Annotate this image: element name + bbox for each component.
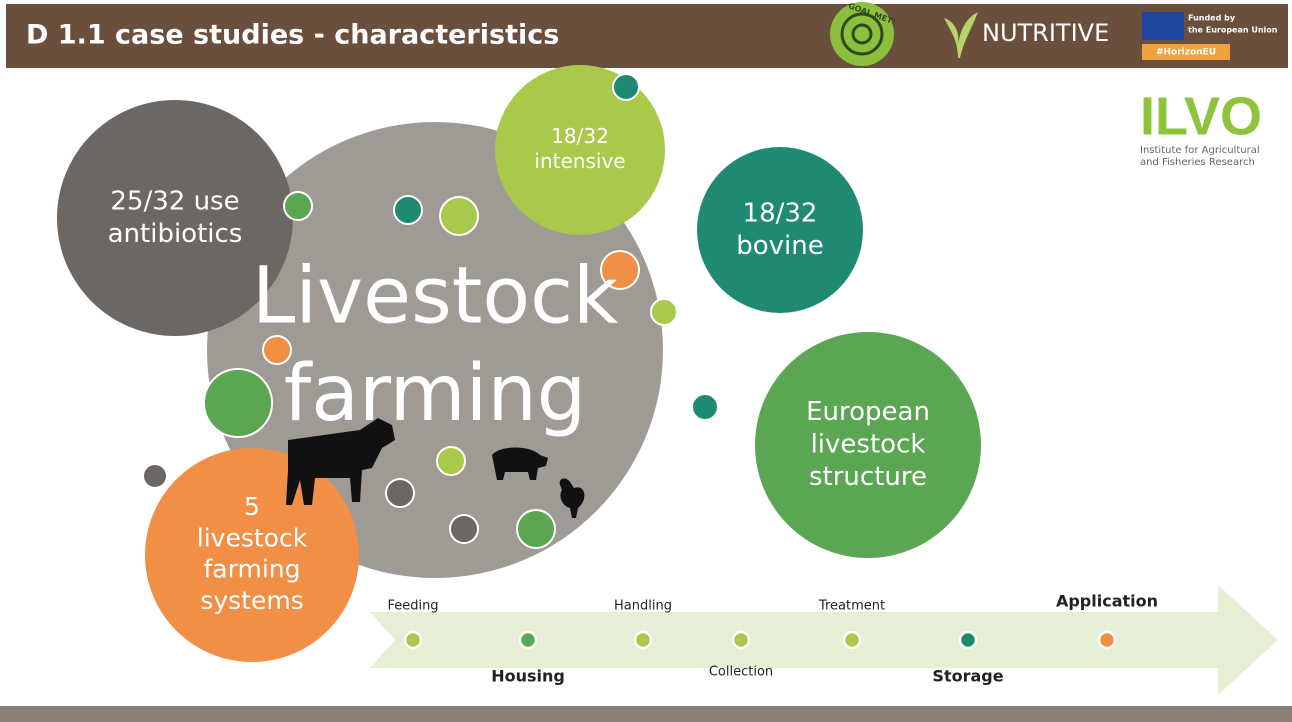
- ilvo-subtitle: and Fisheries Research: [1140, 157, 1255, 168]
- bubble-label: livestock: [197, 523, 308, 552]
- decor-dot: [692, 394, 718, 420]
- decor-dot: [517, 510, 555, 548]
- bubble-label: structure: [809, 462, 927, 492]
- stage-label: Feeding: [387, 599, 438, 614]
- bubble-label: 18/32: [743, 198, 818, 228]
- stage-dot: [844, 632, 860, 648]
- bubble-label: European: [806, 397, 930, 427]
- bubble-label: farming: [204, 555, 301, 584]
- stage-label: Handling: [614, 599, 672, 614]
- decor-dot: [204, 369, 272, 437]
- decor-dot: [284, 192, 312, 220]
- decor-dot: [394, 196, 422, 224]
- eu-text: the European Union: [1188, 26, 1278, 35]
- bubble-label: 25/32 use: [110, 186, 239, 216]
- bubble-label: intensive: [534, 149, 625, 173]
- decor-dot: [613, 74, 639, 100]
- stage-label: Storage: [932, 667, 1003, 686]
- bubble-label: Livestock: [252, 252, 618, 342]
- stage-dot: [960, 632, 976, 648]
- ilvo-logo: ILVO: [1140, 86, 1262, 146]
- decor-dot: [440, 197, 478, 235]
- slide-title: D 1.1 case studies - characteristics: [26, 20, 559, 51]
- footer-bar: [0, 706, 1292, 722]
- slide: D 1.1 case studies - characteristics GOA…: [0, 0, 1292, 722]
- stage-label: Housing: [491, 667, 565, 686]
- decor-dot: [386, 479, 414, 507]
- bubble-label: systems: [200, 586, 303, 615]
- decor-dot: [651, 299, 677, 325]
- stage-dot: [405, 632, 421, 648]
- bubble-label: livestock: [811, 430, 926, 460]
- bubble-label: 18/32: [551, 124, 609, 148]
- decor-dot: [437, 447, 465, 475]
- stage-dot: [733, 632, 749, 648]
- stage-dot: [1099, 632, 1115, 648]
- eu-tag: #HorizonEU: [1156, 48, 1216, 58]
- eu-flag: [1142, 12, 1184, 40]
- bubble-label: 5: [244, 492, 260, 521]
- stage-label: Application: [1056, 592, 1158, 611]
- stage-label: Collection: [709, 665, 773, 680]
- stage-label: Treatment: [818, 599, 885, 614]
- stage-dot: [635, 632, 651, 648]
- bubble-label: antibiotics: [108, 219, 243, 249]
- nutritive-logo: NUTRITIVE: [982, 19, 1109, 47]
- ilvo-subtitle: Institute for Agricultural: [1140, 145, 1260, 156]
- eu-text: Funded by: [1188, 14, 1236, 23]
- bubble-label: bovine: [736, 231, 824, 261]
- decor-dot: [143, 464, 167, 488]
- stage-dot: [520, 632, 536, 648]
- bubble-label: farming: [284, 349, 587, 439]
- decor-dot: [450, 515, 478, 543]
